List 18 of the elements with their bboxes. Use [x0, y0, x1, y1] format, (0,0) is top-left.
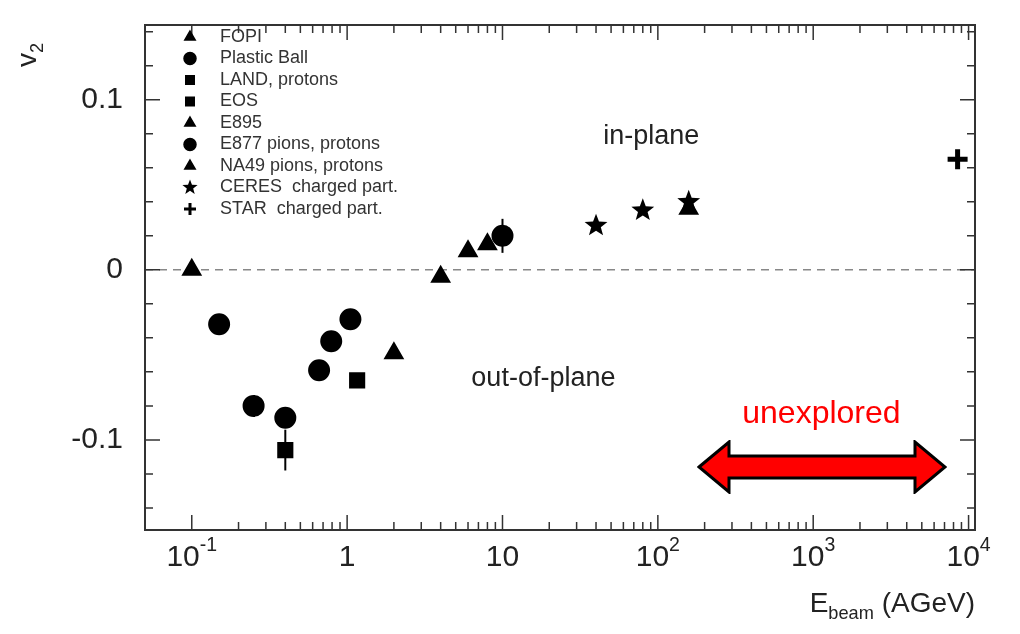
legend-label: CERES charged part.: [220, 176, 399, 197]
legend-label: FOPI: [220, 25, 263, 46]
x-tick-label: 1: [338, 539, 356, 573]
annotation: unexplored: [742, 393, 901, 430]
legend-label: NA49 pions, protons: [220, 154, 384, 175]
legend-label: EOS: [220, 90, 259, 111]
legend-label: Plastic Ball: [220, 47, 309, 68]
y-tick-label: -0.1: [71, 421, 124, 455]
y-tick-label: 0: [106, 251, 123, 285]
y-tick-label: 0.1: [81, 81, 124, 115]
annotation: out-of-plane: [471, 361, 616, 392]
legend-label: E877 pions, protons: [220, 133, 381, 154]
annotation: in-plane: [603, 119, 700, 150]
legend-label: STAR charged part.: [220, 197, 383, 218]
x-tick-label: 10: [485, 539, 520, 573]
y-axis-title: v2: [10, 42, 47, 68]
legend-label: E895: [220, 111, 263, 132]
legend-label: LAND, protons: [220, 68, 339, 89]
